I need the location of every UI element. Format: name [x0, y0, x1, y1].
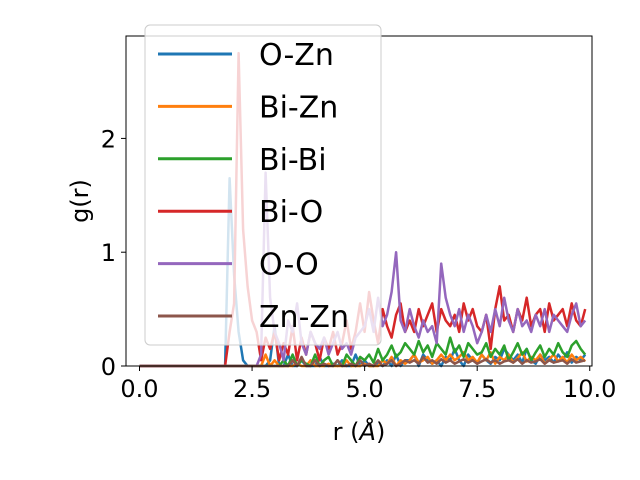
legend-label: Bi-Bi: [259, 143, 327, 178]
x-axis-label-unit: Å: [358, 417, 376, 446]
legend-label: Zn-Zn: [259, 300, 349, 335]
legend-box: [144, 24, 382, 346]
legend-label: O-Zn: [259, 38, 334, 73]
legend: O-Zn Bi-Zn Bi-Bi Bi-O O-O Zn-Zn: [144, 24, 382, 346]
x-tick-label: 5.0: [346, 375, 384, 403]
legend-label: Bi-Zn: [259, 90, 338, 125]
legend-label: O-O: [259, 248, 319, 283]
y-tick-label: 2: [101, 125, 116, 153]
x-tick-label: 10.0: [563, 375, 616, 403]
x-axis-label-text: r (: [333, 418, 360, 446]
y-tick-label: 1: [101, 239, 116, 267]
x-axis-label: r (Å): [333, 417, 386, 446]
y-axis-label: g(r): [66, 179, 94, 223]
x-tick-label: 0.0: [120, 375, 158, 403]
x-axis-label-close: ): [376, 418, 385, 446]
legend-label: Bi-O: [259, 195, 323, 230]
y-tick-label: 0: [101, 353, 116, 381]
x-axis-ticks: 0.0 2.5 5.0 7.5 10.0: [120, 366, 616, 403]
y-axis-ticks: 0 1 2: [101, 125, 126, 381]
x-tick-label: 7.5: [458, 375, 496, 403]
x-tick-label: 2.5: [233, 375, 271, 403]
